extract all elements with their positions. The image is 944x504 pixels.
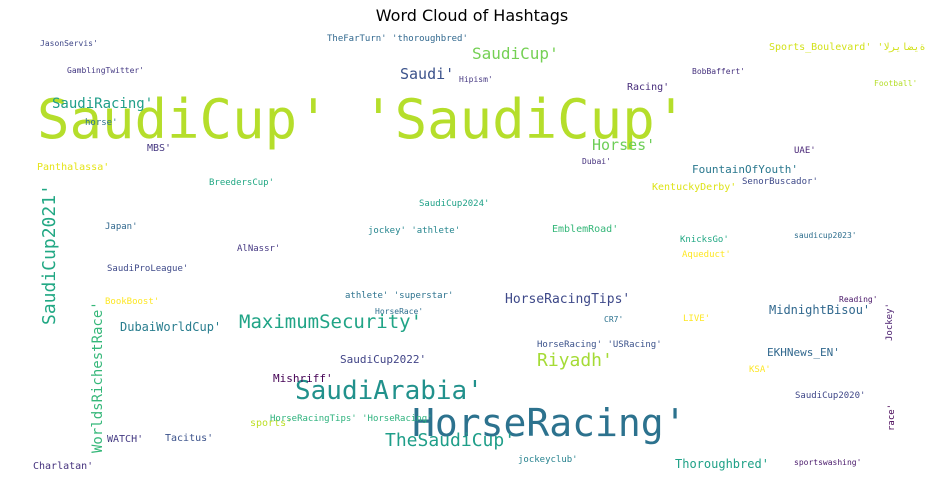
word-cloud-word: CR7' xyxy=(604,315,623,324)
word-cloud-word: HorseRace' xyxy=(375,307,423,316)
word-cloud-word: Sports_Boulevard' 'ةيضايرلا' xyxy=(769,42,927,53)
word-cloud-word: Jockey' xyxy=(885,303,895,341)
word-cloud-word: KSA' xyxy=(749,365,771,375)
word-cloud-word: SaudiCup2022' xyxy=(340,353,426,366)
word-cloud-word: Thoroughbred' xyxy=(675,457,769,471)
word-cloud-word: Riyadh' xyxy=(537,350,613,371)
word-cloud-word: Dubai' xyxy=(582,157,611,166)
word-cloud-word: SaudiCup' xyxy=(472,44,559,63)
chart-title: Word Cloud of Hashtags xyxy=(375,6,569,25)
word-cloud-word: jockey' 'athlete' xyxy=(368,226,460,236)
word-cloud-word: HorseRacing' xyxy=(412,401,687,445)
word-cloud-canvas: SaudiCup' 'SaudiCup' HorseRacing'SaudiAra… xyxy=(33,34,927,472)
word-cloud-word: BobBaffert' xyxy=(692,67,745,76)
word-cloud-word: UAE' xyxy=(794,146,816,156)
word-cloud-word: TheFarTurn' 'thoroughbred' xyxy=(327,34,468,44)
word-cloud-word: FountainOfYouth' xyxy=(692,163,798,176)
word-cloud-word: sportswashing' xyxy=(794,458,861,467)
word-cloud-word: Japan' xyxy=(105,222,138,232)
word-cloud-word: Hipism' xyxy=(459,75,493,84)
word-cloud-word: SaudiCup2021' xyxy=(39,184,60,325)
word-cloud-word: SaudiArabia' xyxy=(295,376,483,406)
word-cloud-word: Tacitus' xyxy=(165,433,213,444)
word-cloud-word: WATCH' xyxy=(107,434,143,445)
word-cloud-word: LIVE' xyxy=(683,314,710,324)
word-cloud-word: SenorBuscador' xyxy=(742,177,818,187)
word-cloud-word: JasonServis' xyxy=(40,39,98,48)
word-cloud-word: MidnightBisou' xyxy=(769,303,870,317)
word-cloud-word: TheSaudiCup' xyxy=(385,430,515,451)
word-cloud-word: EmblemRoad' xyxy=(552,224,618,235)
word-cloud-word: BookBoost' xyxy=(105,297,159,307)
word-cloud-word: KnicksGo' xyxy=(680,235,729,245)
word-cloud-word: WorldsRichestRace' xyxy=(90,301,106,453)
word-cloud-word: race' xyxy=(887,404,897,431)
word-cloud-word: Reading' xyxy=(839,295,878,304)
word-cloud-word: jockeyclub' xyxy=(518,455,578,465)
word-cloud-word: athlete' 'superstar' xyxy=(345,291,453,301)
word-cloud-word: HorseRacingTips' 'HorseRacing' xyxy=(270,414,433,424)
word-cloud-word: Racing' xyxy=(627,82,669,93)
word-cloud-word: HorseRacingTips' xyxy=(505,292,630,307)
word-cloud-word: AlNassr' xyxy=(237,244,280,254)
word-cloud-word: SaudiCup2024' xyxy=(419,199,489,209)
word-cloud-word: horse' xyxy=(85,118,118,128)
word-cloud-word: Saudi' xyxy=(400,65,454,83)
word-cloud-word: HorseRacing' 'USRacing' xyxy=(537,340,662,350)
word-cloud-word: GamblingTwitter' xyxy=(67,66,144,75)
word-cloud: SaudiCup' 'SaudiCup' HorseRacing' SaudiAra… xyxy=(17,33,927,473)
word-cloud-word: sports' xyxy=(250,418,292,429)
word-cloud-word: MaximumSecurity' xyxy=(239,311,422,333)
word-cloud-word: saudicup2023' xyxy=(794,231,857,240)
word-cloud-word: SaudiRacing' xyxy=(52,96,153,112)
word-cloud-word: SaudiProLeague' xyxy=(107,264,188,274)
word-cloud-word: Horses' xyxy=(592,136,655,154)
word-cloud-word: SaudiCup2020' xyxy=(795,391,865,401)
word-cloud-word: Panthalassa' xyxy=(37,162,109,173)
word-cloud-word: KentuckyDerby' xyxy=(652,182,736,193)
word-cloud-word: EKHNews_EN' xyxy=(767,346,840,359)
word-cloud-word: SaudiCup' 'SaudiCup' xyxy=(37,88,687,151)
word-cloud-word: DubaiWorldCup' xyxy=(120,320,221,334)
word-cloud-word: BreedersCup' xyxy=(209,178,274,188)
word-cloud-word: Charlatan' xyxy=(33,461,93,472)
word-cloud-word: Mishriff' xyxy=(273,372,333,385)
word-cloud-word: Aqueduct' xyxy=(682,250,731,260)
word-cloud-word: Football' xyxy=(874,79,917,88)
word-cloud-word: MBS' xyxy=(147,143,171,154)
